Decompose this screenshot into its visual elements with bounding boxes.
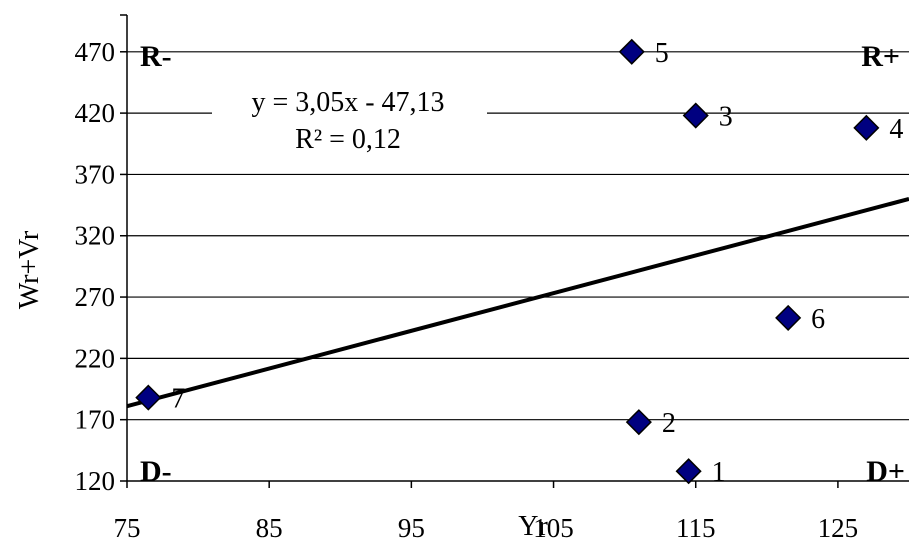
data-point-6 (775, 304, 802, 331)
data-point-3 (682, 102, 709, 129)
axis-layer (120, 14, 909, 488)
point-label-5: 5 (655, 38, 669, 69)
y-tick-labels: 120 170 220 270 320 370 420 470 (75, 37, 116, 496)
y-tick-label: 320 (75, 221, 116, 251)
y-tick-label: 470 (75, 37, 116, 67)
y-tick-label: 270 (75, 282, 116, 312)
y-tick-label: 120 (75, 466, 116, 496)
point-label-4: 4 (889, 114, 903, 145)
y-tick-label: 170 (75, 405, 116, 435)
x-tick-label: 105 (533, 513, 574, 543)
y-tick-label: 370 (75, 159, 116, 189)
trendline-layer (126, 197, 909, 409)
data-point-7 (135, 384, 162, 411)
equation-box: y = 3,05x - 47,13 R² = 0,12 (212, 78, 487, 158)
point-label-7: 7 (171, 384, 185, 415)
point-label-3: 3 (719, 102, 733, 133)
point-label-6: 6 (811, 304, 825, 335)
point-label-2: 2 (662, 408, 676, 439)
equation-background (212, 78, 487, 158)
x-tick-label: 75 (114, 513, 141, 543)
data-point-5 (618, 38, 645, 65)
quadrant-label-top-left: R- (140, 40, 172, 73)
quadrant-label-top-right: R+ (861, 40, 900, 73)
point-label-layer: 1 2 3 4 5 6 7 (171, 38, 903, 488)
x-axis-title: Yr (518, 511, 548, 542)
data-point-2 (625, 409, 652, 436)
trendline (126, 197, 909, 409)
point-layer (135, 38, 880, 485)
trend-equation: y = 3,05x - 47,13 (251, 87, 444, 118)
y-axis-title: Wr+Vr (14, 230, 45, 309)
x-tick-label: 85 (256, 513, 283, 543)
data-point-4 (853, 114, 880, 141)
y-tick-label: 420 (75, 98, 116, 128)
x-tick-label: 115 (676, 513, 716, 543)
point-label-1: 1 (712, 457, 726, 488)
x-tick-label: 95 (398, 513, 425, 543)
quadrant-label-bottom-right: D+ (866, 455, 905, 488)
r-squared: R² = 0,12 (295, 124, 401, 155)
data-point-1 (675, 458, 702, 485)
x-tick-label: 125 (818, 513, 859, 543)
quadrant-label-bottom-left: D- (140, 455, 172, 488)
x-tick-labels: 75 85 95 105 115 125 (114, 513, 859, 543)
y-tick-label: 220 (75, 343, 116, 373)
